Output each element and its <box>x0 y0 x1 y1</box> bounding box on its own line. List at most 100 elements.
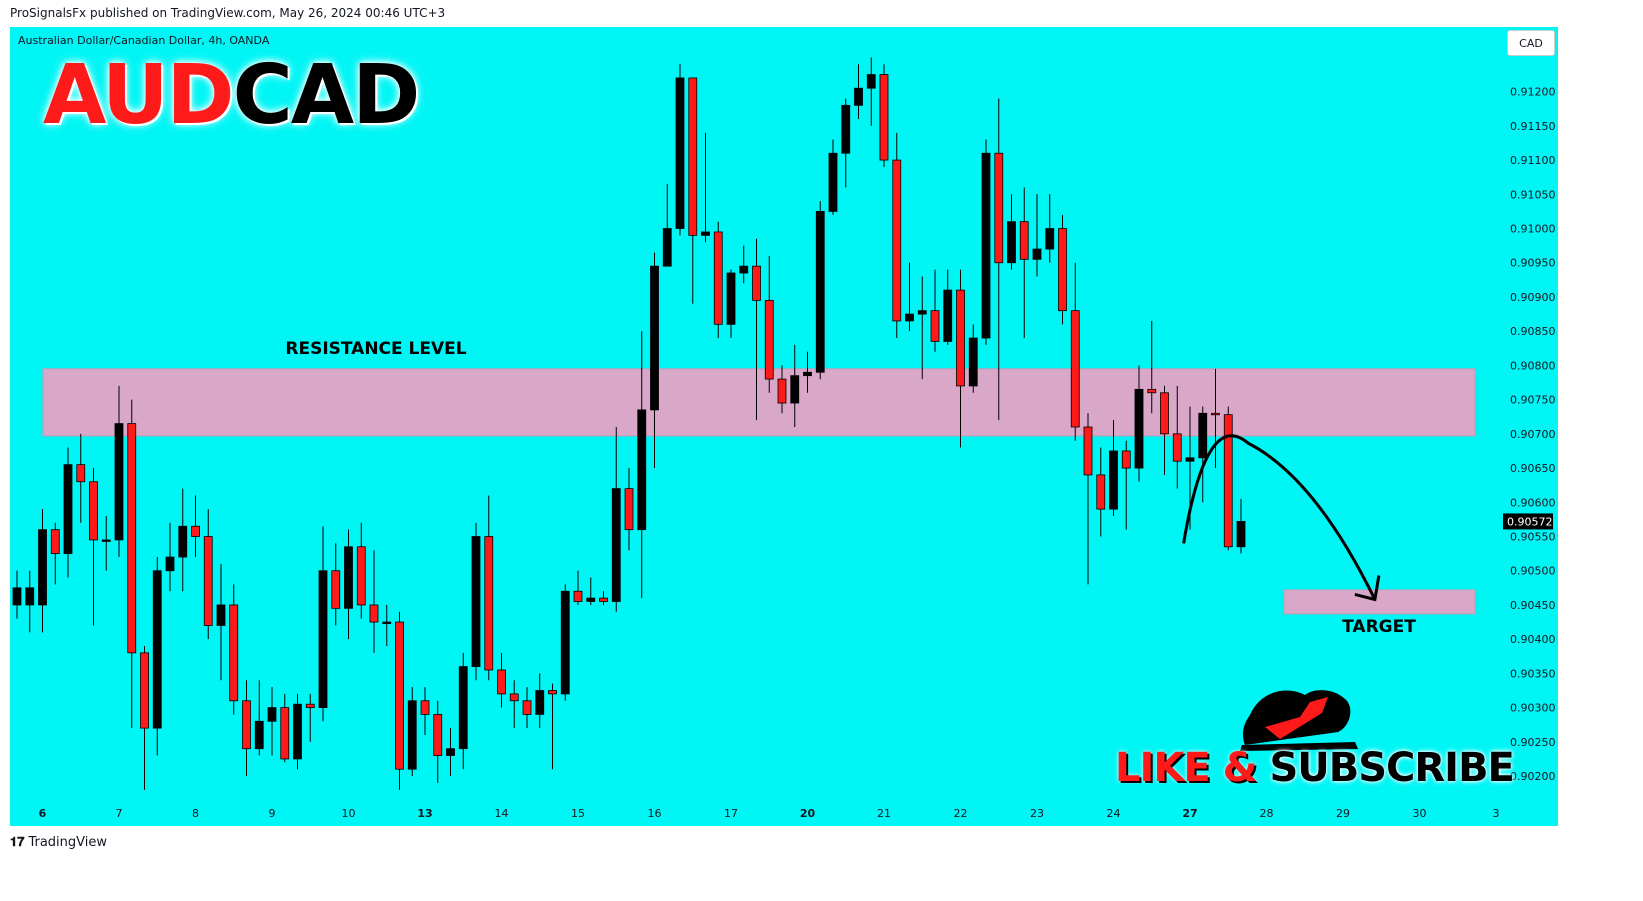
candle-body[interactable] <box>101 539 111 542</box>
candle-body[interactable] <box>956 289 965 387</box>
candle-body[interactable] <box>803 371 812 377</box>
candle-body[interactable] <box>38 529 47 606</box>
candle-body[interactable] <box>140 652 149 729</box>
candle-body[interactable] <box>1083 426 1093 476</box>
candle-body[interactable] <box>777 378 787 404</box>
candle-body[interactable] <box>624 488 634 531</box>
candle-body[interactable] <box>573 590 583 602</box>
candle-body[interactable] <box>497 669 506 695</box>
candle-body[interactable] <box>599 597 608 602</box>
candle-body[interactable] <box>89 481 98 541</box>
candle-body[interactable] <box>650 265 659 411</box>
candle-body[interactable] <box>637 409 647 531</box>
candle-body[interactable] <box>420 700 430 715</box>
candle-body[interactable] <box>356 546 366 606</box>
candle-body[interactable] <box>382 621 392 624</box>
candle-body[interactable] <box>446 748 455 756</box>
candle-body[interactable] <box>560 590 570 695</box>
candlestick-chart[interactable]: 0.91200 0.91150 0.91100 0.91050 0.91000 0.909… <box>10 27 1558 826</box>
candle-body[interactable] <box>688 77 698 236</box>
candle-body[interactable] <box>344 546 353 609</box>
candle-body[interactable] <box>1211 412 1220 416</box>
candle-body[interactable] <box>63 464 73 555</box>
candle-body[interactable] <box>1160 392 1169 435</box>
candle-body[interactable] <box>701 231 710 236</box>
candle-body[interactable] <box>815 211 825 373</box>
candle-body[interactable] <box>1147 388 1157 394</box>
candle-body[interactable] <box>318 570 328 709</box>
candle-body[interactable] <box>458 666 468 750</box>
candle-body[interactable] <box>828 152 838 212</box>
candle-body[interactable] <box>981 152 991 339</box>
candle-body[interactable] <box>280 707 290 760</box>
candle-body[interactable] <box>548 690 557 695</box>
candle-body[interactable] <box>12 587 22 606</box>
candle-body[interactable] <box>331 570 341 609</box>
candle-body[interactable] <box>509 693 519 702</box>
candle-body[interactable] <box>305 703 315 709</box>
chart-area[interactable]: 0.91200 0.91150 0.91100 0.91050 0.91000 0.909… <box>10 27 1558 826</box>
candle-body[interactable] <box>1236 521 1246 548</box>
candle-body[interactable] <box>905 313 914 322</box>
candle-body[interactable] <box>216 604 226 626</box>
candle-body[interactable] <box>433 714 443 756</box>
candle-body[interactable] <box>764 299 774 380</box>
candle-body[interactable] <box>752 265 761 301</box>
candle-body[interactable] <box>790 375 800 404</box>
candle-body[interactable] <box>726 272 736 325</box>
candle-body[interactable] <box>522 700 532 715</box>
candle-body[interactable] <box>1045 228 1055 250</box>
candle-body[interactable] <box>917 310 927 315</box>
candle-body[interactable] <box>713 231 723 325</box>
candle-body[interactable] <box>866 74 876 89</box>
candle-body[interactable] <box>879 74 889 161</box>
candle-body[interactable] <box>267 707 277 722</box>
candle-body[interactable] <box>407 700 417 770</box>
candle-body[interactable] <box>739 265 749 274</box>
candle-body[interactable] <box>76 464 86 483</box>
candle-body[interactable] <box>127 423 137 654</box>
candle-body[interactable] <box>1032 248 1042 260</box>
candle-body[interactable] <box>395 621 404 770</box>
candle-body[interactable] <box>178 525 188 558</box>
candle-body[interactable] <box>254 720 264 750</box>
currency-button[interactable]: CAD <box>1507 30 1555 56</box>
candle-body[interactable] <box>1070 310 1080 428</box>
candle-body[interactable] <box>1134 388 1144 469</box>
candle-body[interactable] <box>203 536 213 626</box>
candle-body[interactable] <box>662 228 672 267</box>
candle-body[interactable] <box>930 310 940 342</box>
candle-body[interactable] <box>1223 414 1233 548</box>
candle-body[interactable] <box>293 703 302 760</box>
candle-body[interactable] <box>484 536 494 671</box>
candle-body[interactable] <box>968 337 978 387</box>
candle-body[interactable] <box>892 159 902 322</box>
candle-body[interactable] <box>229 604 239 702</box>
candle-body[interactable] <box>165 556 175 572</box>
candle-body[interactable] <box>535 690 545 715</box>
candle-body[interactable] <box>114 423 124 541</box>
candle-body[interactable] <box>152 570 162 729</box>
candle-body[interactable] <box>1096 474 1106 510</box>
candle-body[interactable] <box>1058 228 1067 312</box>
candle-body[interactable] <box>369 604 379 623</box>
candle-body[interactable] <box>675 77 685 229</box>
candle-body[interactable] <box>943 289 953 342</box>
candle-body[interactable] <box>1198 412 1208 459</box>
candle-body[interactable] <box>50 529 60 555</box>
candle-body[interactable] <box>1121 450 1131 469</box>
candle-body[interactable] <box>471 536 481 667</box>
candle-body[interactable] <box>191 525 200 537</box>
candle-body[interactable] <box>841 104 851 154</box>
candle-body[interactable] <box>1019 221 1029 260</box>
candle-body[interactable] <box>854 87 863 106</box>
candle-body[interactable] <box>1007 221 1016 264</box>
candle-body[interactable] <box>1172 433 1182 462</box>
candle-body[interactable] <box>611 488 621 602</box>
candle-body[interactable] <box>586 597 596 602</box>
candle-body[interactable] <box>1185 457 1195 462</box>
candle-body[interactable] <box>1109 450 1118 510</box>
candle-body[interactable] <box>242 700 251 750</box>
candle-body[interactable] <box>25 587 35 606</box>
candle-body[interactable] <box>994 152 1004 264</box>
